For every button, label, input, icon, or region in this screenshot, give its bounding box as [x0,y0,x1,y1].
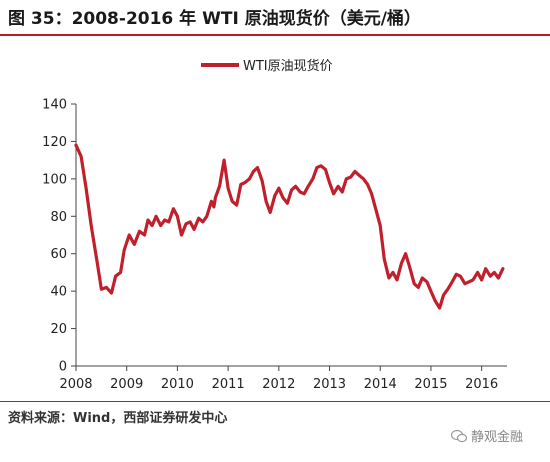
y-tick-label: 120 [42,135,67,150]
legend: WTI原油现货价 [201,58,333,74]
x-tick-label: 2016 [465,377,498,392]
series-line-wti [74,143,505,310]
axes: 0 20 40 60 80 100 120 140 2008 2009 2010 2011 2012 20… [42,98,507,392]
x-tick-label: 2013 [313,377,346,392]
y-tick-label: 80 [50,210,67,225]
footer-divider [0,401,550,402]
y-tick-label: 40 [50,285,67,300]
series [74,143,505,310]
x-tick-label: 2011 [212,377,245,392]
legend-label: WTI原油现货价 [243,58,333,74]
x-tick-label: 2008 [59,377,92,392]
x-tick-label: 2014 [364,377,397,392]
x-tick-label: 2015 [414,377,447,392]
x-tick-label: 2012 [262,377,295,392]
wechat-icon [451,429,467,442]
y-tick-label: 0 [59,360,67,375]
watermark: 静观金融 [451,426,523,445]
title-divider [0,34,550,36]
watermark-text: 静观金融 [471,430,524,445]
y-tick-label: 140 [42,98,67,113]
y-tick-label: 60 [50,247,67,262]
x-tick-label: 2010 [161,377,194,392]
chart: WTI原油现货价 0 20 40 60 80 100 120 140 2008 2009 2010 2… [42,58,507,392]
source-note: 资料来源：Wind，西部证券研发中心 [8,411,228,426]
chart-title: 图 35：2008-2016 年 WTI 原油现货价（美元/桶） [8,9,421,29]
y-tick-label: 100 [42,172,67,187]
y-tick-label: 20 [50,322,67,337]
x-tick-label: 2009 [110,377,143,392]
